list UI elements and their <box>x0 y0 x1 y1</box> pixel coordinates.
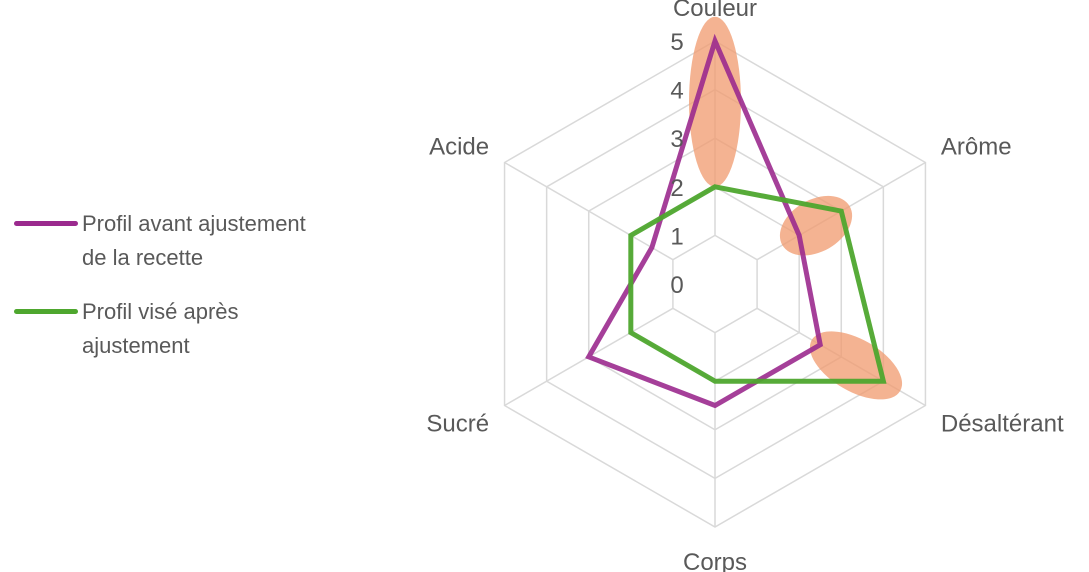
legend-label-after: Profil visé après ajustement <box>82 299 239 358</box>
grid-spoke-5 <box>504 161 674 261</box>
legend-swatch-after <box>14 309 78 314</box>
tick-label-0: 0 <box>670 272 683 299</box>
axis-label-4: Sucré <box>426 411 489 438</box>
legend-label-before: Profil avant ajustement de la recette <box>82 211 306 270</box>
series-layer <box>585 33 887 409</box>
legend-item-after[interactable]: Profil visé après ajustement <box>14 295 354 363</box>
tick-label-4: 4 <box>670 78 683 105</box>
highlight-couleur <box>689 16 741 187</box>
axis-label-5: Acide <box>429 134 489 161</box>
tick-label-5: 5 <box>670 29 683 56</box>
axis-label-3: Corps <box>683 549 747 572</box>
series-line-1 <box>628 184 887 384</box>
axis-label-2: Désaltérant <box>941 411 1064 438</box>
series-line-0 <box>585 33 824 409</box>
grid-ring-1 <box>672 234 758 334</box>
axis-label-1: Arôme <box>941 134 1012 161</box>
legend-item-before[interactable]: Profil avant ajustement de la recette <box>14 207 354 275</box>
legend: Profil avant ajustement de la recette Pr… <box>14 207 354 383</box>
tick-label-1: 1 <box>670 223 683 250</box>
legend-swatch-before <box>14 221 78 226</box>
tick-label-3: 3 <box>670 126 683 153</box>
tick-labels: 0 1 2 3 4 5 <box>670 29 683 299</box>
axis-labels: Couleur Arôme Désaltérant Corps Sucré Acide <box>426 0 1064 572</box>
tick-label-2: 2 <box>670 175 683 202</box>
axis-label-0: Couleur <box>673 0 757 22</box>
